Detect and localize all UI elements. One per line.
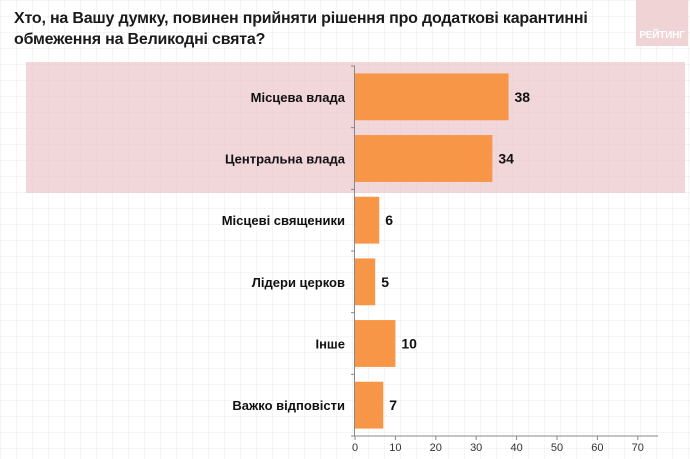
value-label: 34: [498, 151, 514, 167]
axes-group: 0 10 20 30 40 50 60 70: [351, 65, 658, 454]
bar: [355, 381, 384, 429]
x-tick-label: 70: [632, 442, 644, 454]
value-label: 38: [515, 89, 531, 105]
x-tick-label: 0: [352, 442, 358, 454]
logo-text: РЕЙТИНГ: [639, 30, 685, 41]
x-tick-label: 60: [591, 442, 603, 454]
value-label: 5: [381, 274, 389, 290]
bars-group: Місцева влада 38 Центральна влада 34 Місцеві…: [222, 73, 531, 429]
category-label: Місцеві священики: [222, 213, 345, 228]
bar: [355, 135, 493, 182]
value-label: 6: [385, 212, 393, 228]
x-tick-label: 50: [551, 442, 563, 454]
category-label: Важко відповісти: [232, 398, 345, 413]
category-label: Центральна влада: [225, 152, 346, 167]
x-tick-label: 20: [430, 442, 442, 454]
rating-logo: РЕЙТИНГ: [636, 0, 688, 46]
bar: [355, 73, 509, 121]
bar: [355, 320, 396, 367]
bar: [355, 196, 380, 244]
x-tick-label: 10: [389, 442, 401, 454]
chart-title: Хто, на Вашу думку, повинен прийняти ріш…: [14, 10, 588, 48]
category-label: Місцева влада: [251, 90, 346, 105]
category-label: Лідери церков: [252, 275, 345, 290]
category-label: Інше: [315, 337, 345, 352]
bar: [355, 258, 376, 306]
value-label: 7: [389, 397, 397, 413]
x-tick-label: 30: [470, 442, 482, 454]
value-label: 10: [401, 336, 417, 352]
x-tick-label: 40: [510, 442, 522, 454]
